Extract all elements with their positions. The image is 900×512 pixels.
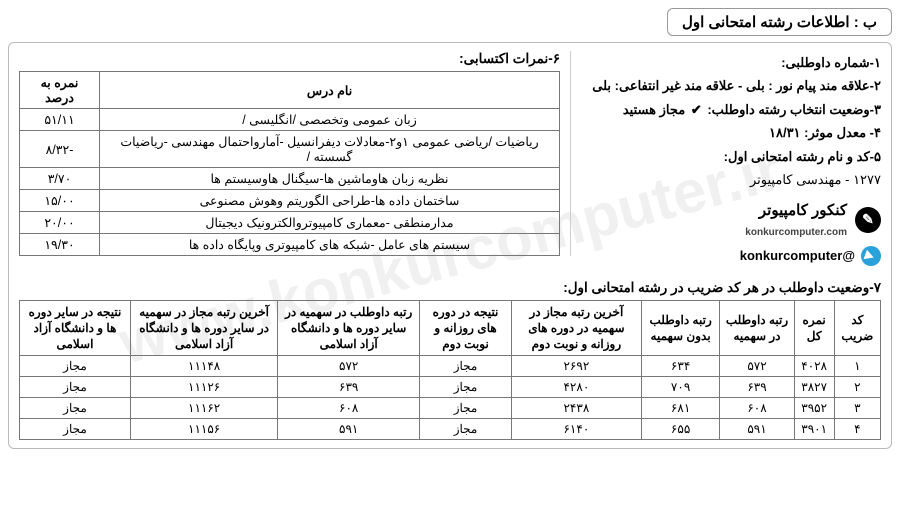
status-table: کد ضریبنمره کلرتبه داوطلب در سهمیهرتبه د… — [19, 300, 881, 441]
brand-text-block: کنکور کامپیوتر konkurcomputer.com — [745, 197, 847, 242]
table-row: ۴۳۹۰۱۵۹۱۶۵۵۶۱۴۰مجاز۵۹۱۱۱۱۵۶مجاز — [20, 419, 881, 440]
status-cell: ۳۸۲۷ — [794, 377, 834, 398]
status-cell: مجاز — [420, 419, 512, 440]
status-header-cell: رتبه داوطلب در سهمیه — [720, 300, 794, 356]
status-header-cell: نتیجه در دوره های روزانه و نوبت دوم — [420, 300, 512, 356]
status-cell: ۵۹۱ — [720, 419, 794, 440]
status-cell: ۶۰۸ — [720, 398, 794, 419]
info-line-2: ۲-علاقه مند پیام نور : بلی - علاقه مند غ… — [581, 74, 881, 97]
table-row: ۳۳۹۵۲۶۰۸۶۸۱۲۴۳۸مجاز۶۰۸۱۱۱۶۲مجاز — [20, 398, 881, 419]
status-cell: ۳ — [834, 398, 880, 419]
table-row: ساختمان داده ها-طراحی الگوریتم وهوش مصنو… — [20, 190, 560, 212]
score-cell: -۸/۳۲ — [20, 131, 100, 168]
status-title: ۷-وضعیت داوطلب در هر کد ضریب در رشته امت… — [19, 280, 881, 296]
check-icon: ✔ — [691, 102, 702, 117]
info-line-5a: ۵-کد و نام رشته امتحانی اول: — [581, 145, 881, 168]
status-cell: ۶۳۴ — [641, 356, 720, 377]
status-cell: ۲۶۹۲ — [511, 356, 641, 377]
status-cell: مجاز — [20, 419, 131, 440]
status-cell: مجاز — [420, 398, 512, 419]
status-header-cell: آخرین رتبه مجاز در سهمیه در دوره های روز… — [511, 300, 641, 356]
status-cell: ۴ — [834, 419, 880, 440]
lesson-cell: زبان عمومی وتخصصی /انگلیسی / — [100, 109, 560, 131]
table-row: نظریه زبان هاوماشین ها-سیگنال هاوسیستم ه… — [20, 168, 560, 190]
telegram-icon — [861, 246, 881, 266]
scores-h-pct: نمره به درصد — [20, 72, 100, 109]
scores-header-row: نام درس نمره به درصد — [20, 72, 560, 109]
status-header-cell: آخرین رتبه مجاز در سهمیه در سایر دوره ها… — [130, 300, 277, 356]
lesson-cell: ریاضیات /ریاضی عمومی ۱و۲-معادلات دیفرانس… — [100, 131, 560, 168]
status-cell: ۱ — [834, 356, 880, 377]
status-cell: مجاز — [420, 377, 512, 398]
lesson-cell: سیستم های عامل -شبکه های کامپیوتری وپایگ… — [100, 234, 560, 256]
score-cell: ۲۰/۰۰ — [20, 212, 100, 234]
table-row: ۱۴۰۲۸۵۷۲۶۳۴۲۶۹۲مجاز۵۷۲۱۱۱۴۸مجاز — [20, 356, 881, 377]
status-cell: مجاز — [420, 356, 512, 377]
table-row: ریاضیات /ریاضی عمومی ۱و۲-معادلات دیفرانس… — [20, 131, 560, 168]
scores-column: ۶-نمرات اکتسابی: نام درس نمره به درصد زب… — [19, 51, 571, 256]
table-row: سیستم های عامل -شبکه های کامپیوتری وپایگ… — [20, 234, 560, 256]
table-row: مدارمنطقی -معماری کامپیوتروالکترونیک دیج… — [20, 212, 560, 234]
status-cell: ۶۱۴۰ — [511, 419, 641, 440]
status-cell: ۱۱۱۲۶ — [130, 377, 277, 398]
status-cell: ۳۹۰۱ — [794, 419, 834, 440]
status-cell: ۵۷۲ — [278, 356, 420, 377]
status-cell: ۷۰۹ — [641, 377, 720, 398]
telegram-row: @konkurcomputer — [581, 244, 881, 267]
status-cell: ۲ — [834, 377, 880, 398]
status-header-cell: نمره کل — [794, 300, 834, 356]
status-cell: ۲۴۳۸ — [511, 398, 641, 419]
brand-row: ✎ کنکور کامپیوتر konkurcomputer.com — [581, 197, 881, 242]
score-cell: ۱۹/۳۰ — [20, 234, 100, 256]
info-line-3: ۳-وضعیت انتخاب رشته داوطلب: ✔ مجاز هستید — [581, 98, 881, 121]
status-cell: ۶۰۸ — [278, 398, 420, 419]
scores-table: نام درس نمره به درصد زبان عمومی وتخصصی /… — [19, 71, 560, 256]
page-container: ب : اطلاعات رشته امتحانی اول ۱-شماره داو… — [8, 8, 892, 449]
status-cell: مجاز — [20, 356, 131, 377]
status-cell: مجاز — [20, 377, 131, 398]
status-cell: ۶۸۱ — [641, 398, 720, 419]
status-cell: ۶۵۵ — [641, 419, 720, 440]
lesson-cell: مدارمنطقی -معماری کامپیوتروالکترونیک دیج… — [100, 212, 560, 234]
status-cell: ۴۲۸۰ — [511, 377, 641, 398]
score-cell: ۳/۷۰ — [20, 168, 100, 190]
scores-h-lesson: نام درس — [100, 72, 560, 109]
table-row: ۲۳۸۲۷۶۳۹۷۰۹۴۲۸۰مجاز۶۳۹۱۱۱۲۶مجاز — [20, 377, 881, 398]
status-cell: مجاز — [20, 398, 131, 419]
scores-title: ۶-نمرات اکتسابی: — [19, 51, 560, 67]
brand-logo-icon: ✎ — [855, 207, 881, 233]
status-cell: ۶۳۹ — [278, 377, 420, 398]
brand-name: کنکور کامپیوتر — [745, 197, 847, 224]
status-header-row: کد ضریبنمره کلرتبه داوطلب در سهمیهرتبه د… — [20, 300, 881, 356]
lesson-cell: ساختمان داده ها-طراحی الگوریتم وهوش مصنو… — [100, 190, 560, 212]
info-l3-value: مجاز هستید — [623, 102, 685, 117]
main-frame: ۱-شماره داوطلبی: ۲-علاقه مند پیام نور : … — [8, 42, 892, 449]
status-header-cell: رتبه داوطلب بدون سهمیه — [641, 300, 720, 356]
lesson-cell: نظریه زبان هاوماشین ها-سیگنال هاوسیستم ه… — [100, 168, 560, 190]
telegram-handle: @konkurcomputer — [740, 244, 855, 267]
status-header-cell: رتبه داوطلب در سهمیه در سایر دوره ها و د… — [278, 300, 420, 356]
status-cell: ۵۷۲ — [720, 356, 794, 377]
info-column: ۱-شماره داوطلبی: ۲-علاقه مند پیام نور : … — [581, 51, 881, 272]
score-cell: ۱۵/۰۰ — [20, 190, 100, 212]
info-l3-label: ۳-وضعیت انتخاب رشته داوطلب: — [707, 102, 881, 117]
score-cell: ۵۱/۱۱ — [20, 109, 100, 131]
status-cell: ۱۱۱۵۶ — [130, 419, 277, 440]
section-title: ب : اطلاعات رشته امتحانی اول — [667, 8, 892, 36]
brand-site: konkurcomputer.com — [745, 224, 847, 242]
status-header-cell: کد ضریب — [834, 300, 880, 356]
status-cell: ۴۰۲۸ — [794, 356, 834, 377]
status-cell: ۱۱۱۴۸ — [130, 356, 277, 377]
table-row: زبان عمومی وتخصصی /انگلیسی /۵۱/۱۱ — [20, 109, 560, 131]
status-cell: ۳۹۵۲ — [794, 398, 834, 419]
status-header-cell: نتیجه در سایر دوره ها و دانشگاه آزاد اسل… — [20, 300, 131, 356]
status-cell: ۱۱۱۶۲ — [130, 398, 277, 419]
status-cell: ۶۳۹ — [720, 377, 794, 398]
top-row: ۱-شماره داوطلبی: ۲-علاقه مند پیام نور : … — [19, 51, 881, 272]
status-cell: ۵۹۱ — [278, 419, 420, 440]
info-line-5b: ۱۲۷۷ - مهندسی کامپیوتر — [581, 168, 881, 191]
info-line-1: ۱-شماره داوطلبی: — [581, 51, 881, 74]
info-line-4: ۴- معدل موثر: ۱۸/۳۱ — [581, 121, 881, 144]
